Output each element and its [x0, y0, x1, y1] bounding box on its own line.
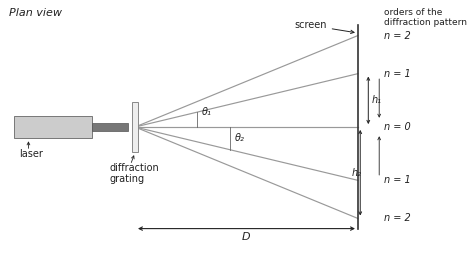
- Text: h₂: h₂: [352, 168, 362, 178]
- FancyBboxPatch shape: [14, 116, 92, 138]
- Text: diffraction
grating: diffraction grating: [109, 163, 159, 184]
- Text: screen: screen: [294, 20, 354, 34]
- Text: θ₂: θ₂: [235, 133, 245, 143]
- Text: D: D: [242, 232, 251, 242]
- Text: n = 2: n = 2: [384, 213, 410, 224]
- FancyBboxPatch shape: [92, 123, 128, 131]
- Text: laser: laser: [19, 149, 43, 158]
- Text: n = 1: n = 1: [384, 175, 410, 185]
- Text: orders of the
diffraction pattern: orders of the diffraction pattern: [384, 8, 467, 27]
- Text: n = 0: n = 0: [384, 122, 410, 132]
- FancyBboxPatch shape: [132, 102, 138, 152]
- Text: n = 2: n = 2: [384, 30, 410, 41]
- Text: θ₁: θ₁: [201, 107, 211, 117]
- Text: n = 1: n = 1: [384, 69, 410, 79]
- Text: h₁: h₁: [372, 95, 382, 105]
- Text: Plan view: Plan view: [9, 8, 63, 18]
